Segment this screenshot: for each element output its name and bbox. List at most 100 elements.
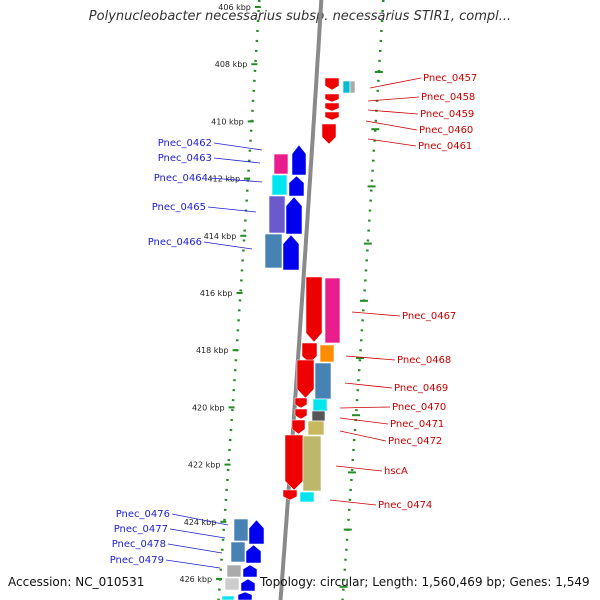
reverse-gene-label[interactable]: Pnec_0471	[390, 419, 444, 430]
reverse-gene-arrow	[324, 102, 340, 112]
reverse-gene-arrow	[305, 276, 323, 343]
forward-gene-label[interactable]: Pnec_0477	[114, 524, 168, 535]
cog-feature-box	[230, 541, 246, 563]
reverse-gene-label[interactable]: Pnec_0474	[378, 500, 432, 511]
cog-feature-box	[271, 174, 288, 196]
cog-feature-box	[342, 80, 351, 94]
reverse-gene-label[interactable]: Pnec_0460	[419, 125, 473, 136]
forward-gene-arrow	[288, 175, 305, 197]
forward-gene-arrow	[237, 591, 253, 600]
gene-leader-line	[207, 206, 257, 213]
reverse-gene-arrow	[324, 111, 340, 121]
reverse-gene-label[interactable]: Pnec_0457	[423, 73, 477, 84]
genome-stats-text: Topology: circular; Length: 1,560,469 bp…	[260, 575, 590, 589]
forward-gene-label[interactable]: Pnec_0463	[158, 153, 212, 164]
accession-text: Accession: NC_010531	[8, 575, 145, 589]
forward-gene-arrow	[245, 544, 262, 564]
gene-leader-line	[329, 499, 377, 506]
reverse-gene-label[interactable]: Pnec_0470	[392, 402, 446, 413]
forward-gene-arrow	[242, 564, 258, 578]
reverse-gene-arrow	[294, 397, 308, 409]
forward-gene-arrow	[285, 196, 303, 235]
forward-gene-label[interactable]: Pnec_0476	[116, 509, 170, 520]
forward-gene-label[interactable]: Pnec_0478	[112, 539, 166, 550]
cog-feature-box	[299, 491, 315, 503]
gene-leader-line	[167, 543, 223, 554]
axis-tick-label: 410 kbp	[211, 117, 244, 126]
reverse-gene-label[interactable]: Pnec_0468	[397, 355, 451, 366]
gene-leader-line	[369, 77, 422, 89]
gene-leader-line	[339, 430, 387, 442]
cog-feature-box	[226, 564, 242, 578]
forward-gene-arrow	[240, 578, 256, 592]
gene-leader-line	[213, 157, 261, 164]
gene-leader-line	[365, 120, 418, 131]
gene-leader-line	[335, 465, 383, 472]
map-title: Polynucleobacter necessarius subsp. nece…	[88, 9, 512, 24]
forward-gene-label[interactable]: Pnec_0465	[152, 202, 206, 213]
axis-tick-label: 408 kbp	[215, 60, 248, 69]
axis-tick-label: 406 kbp	[218, 3, 251, 12]
cog-feature-box	[302, 435, 322, 492]
reverse-gene-arrow	[301, 342, 318, 364]
cog-feature-box	[224, 577, 240, 591]
cog-feature-box	[324, 277, 341, 344]
reverse-gene-arrow	[291, 419, 306, 435]
cog-feature-box	[319, 344, 335, 363]
gene-leader-line	[344, 382, 393, 389]
reverse-gene-label[interactable]: Pnec_0467	[402, 311, 456, 322]
axis-tick-label: 414 kbp	[204, 232, 237, 241]
reverse-gene-label[interactable]: hscA	[384, 466, 408, 477]
reverse-gene-arrow	[321, 123, 337, 145]
axis-tick-label: 422 kbp	[188, 461, 221, 470]
reverse-gene-arrow	[294, 408, 308, 420]
forward-gene-arrow	[282, 234, 300, 271]
cog-feature-box	[311, 410, 326, 422]
gene-leader-line	[367, 96, 420, 102]
forward-gene-label[interactable]: Pnec_0462	[158, 138, 212, 149]
left-ring-dots	[217, 0, 261, 600]
reverse-gene-arrow	[296, 359, 315, 399]
cog-feature-box	[273, 153, 289, 175]
gene-leader-line	[339, 406, 391, 409]
reverse-gene-arrow	[282, 489, 298, 501]
cog-feature-box	[312, 398, 328, 412]
gene-leader-line	[203, 241, 253, 250]
gene-leader-line	[351, 311, 401, 317]
gene-leader-line	[165, 559, 221, 569]
forward-gene-label[interactable]: Pnec_0464	[154, 173, 208, 184]
forward-gene-arrow	[248, 519, 265, 545]
reverse-gene-arrow	[324, 77, 340, 91]
gene-leader-line	[367, 138, 417, 147]
reverse-gene-arrow	[284, 434, 304, 491]
axis-tick-label: 426 kbp	[179, 575, 212, 584]
cog-feature-box	[233, 518, 249, 542]
reverse-gene-label[interactable]: Pnec_0469	[394, 383, 448, 394]
axis-tick-label: 418 kbp	[196, 346, 229, 355]
axis-tick-label: 416 kbp	[200, 289, 233, 298]
gene-leader-line	[171, 513, 229, 526]
cog-feature-box	[314, 362, 332, 400]
axis-tick-label: 424 kbp	[184, 518, 217, 527]
forward-gene-label[interactable]: Pnec_0479	[110, 555, 164, 566]
reverse-gene-label[interactable]: Pnec_0458	[421, 92, 475, 103]
reverse-gene-label[interactable]: Pnec_0461	[418, 141, 472, 152]
genome-backbone	[278, 0, 324, 600]
reverse-gene-label[interactable]: Pnec_0459	[420, 109, 474, 120]
reverse-gene-arrow	[324, 93, 340, 103]
cog-feature-box	[349, 80, 356, 94]
forward-gene-label[interactable]: Pnec_0466	[148, 237, 202, 248]
gene-leader-line	[339, 417, 389, 425]
gene-leader-line	[345, 355, 396, 361]
forward-gene-arrow	[291, 144, 307, 176]
cog-feature-box	[268, 195, 286, 234]
axis-tick-label: 420 kbp	[192, 403, 225, 412]
gene-leader-line	[213, 142, 263, 151]
gene-leader-line	[209, 177, 263, 183]
reverse-gene-label[interactable]: Pnec_0472	[388, 436, 442, 447]
cog-feature-box	[221, 595, 235, 600]
cog-feature-box	[307, 420, 325, 436]
cog-feature-box	[264, 233, 283, 269]
gene-leader-line	[367, 109, 419, 115]
